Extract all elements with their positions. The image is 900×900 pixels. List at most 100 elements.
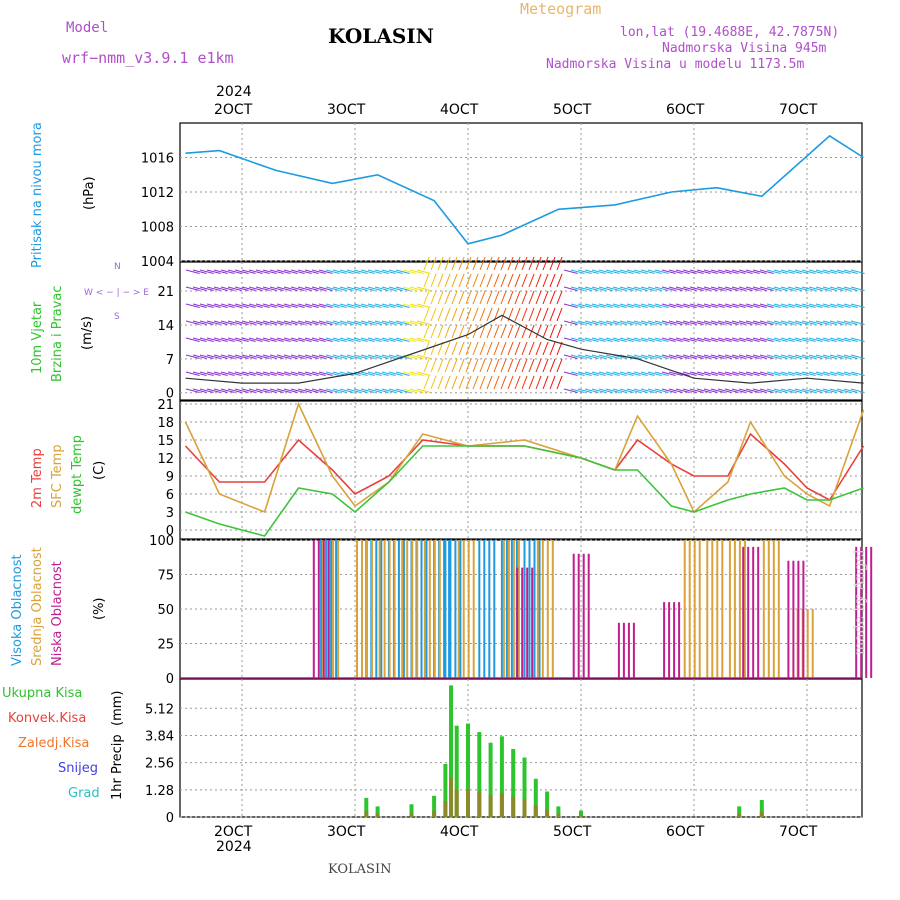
wind-barb: [654, 269, 669, 274]
wind-barb: [234, 371, 249, 376]
time-tick-label-top: 6OCT: [666, 102, 705, 118]
wind-barb: [766, 269, 781, 274]
wind-barb: [451, 307, 458, 322]
wind-barb: [654, 303, 669, 308]
wind-barb: [752, 388, 767, 393]
compass-s: S: [114, 312, 120, 322]
wind-barb: [843, 269, 858, 274]
wind-barb: [612, 371, 627, 376]
wind-barb: [255, 269, 270, 274]
wind-barb: [780, 388, 795, 393]
wind-barb: [248, 269, 263, 274]
wind-barb: [220, 320, 235, 325]
wind-barb: [199, 303, 214, 308]
precip-unit: (mm): [110, 690, 125, 726]
wind-barb: [395, 303, 410, 308]
wind-barb: [192, 371, 207, 376]
wind-barb: [255, 337, 270, 342]
wind-barb: [654, 320, 669, 325]
y-tick-label: 1008: [141, 221, 174, 236]
wind-barb: [668, 354, 683, 359]
wind-barb: [759, 354, 774, 359]
elevation-label: Nadmorska Visina 945m: [662, 41, 827, 56]
wind-barb: [850, 354, 865, 359]
wind-barb: [850, 269, 865, 274]
wind-barb: [486, 341, 493, 356]
wind-barb: [668, 388, 683, 393]
wind-barb: [234, 269, 249, 274]
wind-barb: [262, 354, 277, 359]
wind-barb: [213, 388, 228, 393]
wind-barb: [787, 337, 802, 342]
wind-barb: [689, 320, 704, 325]
wind-barb: [829, 388, 844, 393]
wind-barb: [577, 286, 592, 291]
wind-barb: [360, 388, 375, 393]
wind-barb: [514, 273, 521, 288]
wind-barb: [794, 388, 809, 393]
y-tick-label: 3: [166, 506, 174, 521]
wind-barb: [542, 290, 549, 305]
coords-label: lon,lat (19.4688E, 42.7875N): [620, 25, 840, 40]
wind-barb: [290, 371, 305, 376]
wind-barb: [444, 324, 451, 339]
wind-barb: [745, 337, 760, 342]
wind-barb: [619, 320, 634, 325]
wind-barb: [185, 337, 200, 342]
wind-barb: [682, 354, 697, 359]
wind-barb: [311, 286, 326, 291]
wind-barb: [815, 388, 830, 393]
wind-barb: [360, 269, 375, 274]
wind-barb: [458, 256, 465, 271]
wind-barb: [500, 341, 507, 356]
wind-barb: [822, 337, 837, 342]
wind-barb: [262, 371, 277, 376]
wind-barb: [395, 269, 410, 274]
wind-barb: [696, 320, 711, 325]
wind-barb: [479, 256, 486, 271]
wind-barb: [675, 303, 690, 308]
wind-barb: [248, 371, 263, 376]
wind-barb: [304, 354, 319, 359]
wind-barb: [227, 320, 242, 325]
y-tick-label: 0: [166, 811, 174, 826]
wind-barb: [409, 286, 424, 291]
conv-precip-bar: [488, 794, 493, 817]
wind-barb: [437, 290, 444, 305]
wind-barb: [395, 337, 410, 342]
wind-barb: [640, 354, 655, 359]
wind-barb: [717, 320, 732, 325]
wind-barb: [241, 337, 256, 342]
wind-barb: [514, 290, 521, 305]
precip-panel-frame: [179, 678, 863, 818]
wind-barb: [248, 320, 263, 325]
wind-barb: [507, 375, 514, 390]
wind-barb: [521, 341, 528, 356]
wind-barb: [570, 320, 585, 325]
wind-barb: [332, 337, 347, 342]
wind-barb: [220, 337, 235, 342]
wind-barb: [276, 354, 291, 359]
temp-title-3: dewpt Temp: [70, 434, 85, 514]
wind-barb: [290, 388, 305, 393]
legend-total: Ukupna Kisa: [2, 686, 83, 701]
bottom-year-label: 2024: [216, 839, 252, 855]
wind-barb: [227, 388, 242, 393]
wind-barb: [752, 320, 767, 325]
wind-barb: [542, 375, 549, 390]
wind-barb: [185, 320, 200, 325]
wind-barb: [213, 337, 228, 342]
conv-precip-bar: [759, 811, 764, 817]
wind-barb: [542, 324, 549, 339]
model-name: wrf−nmm_v3.9.1 e1km: [62, 49, 234, 67]
wind-barb: [717, 303, 732, 308]
wind-barb: [682, 388, 697, 393]
wind-barb: [500, 358, 507, 373]
wind-barb: [248, 337, 263, 342]
wind-barb: [206, 388, 221, 393]
wind-barb: [584, 371, 599, 376]
precip-bar: [511, 749, 516, 817]
wind-barb: [514, 341, 521, 356]
wind-barb: [311, 303, 326, 308]
wind-barb: [367, 371, 382, 376]
